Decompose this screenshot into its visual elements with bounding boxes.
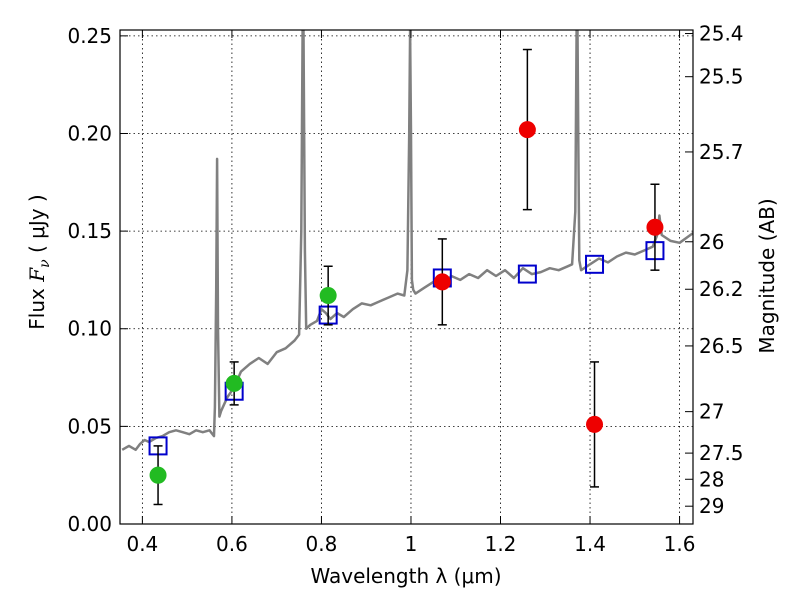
mag-tick-label: 25.4 <box>699 22 744 46</box>
y-axis-left-symbol: F <box>25 267 49 283</box>
x-tick-label: 0.4 <box>126 532 158 556</box>
x-tick-label: 1.2 <box>485 532 517 556</box>
y-axis-right-title: Magnitude (AB) <box>755 198 779 353</box>
x-tick-label: 0.8 <box>306 532 338 556</box>
mag-tick-label: 28 <box>699 467 724 491</box>
y-axis-left-title: Flux Fν ( μJy ) <box>25 194 53 329</box>
x-axis-title: Wavelength λ (μm) <box>310 564 501 588</box>
plot-area <box>121 30 693 506</box>
y-tick-label: 0.25 <box>67 24 112 48</box>
x-tick-label: 1.6 <box>664 532 696 556</box>
data-point <box>646 218 664 236</box>
mag-tick-label: 27.5 <box>699 441 744 465</box>
y-tick-label: 0.20 <box>67 121 112 145</box>
x-tick-label: 1.4 <box>574 532 606 556</box>
plot-frame <box>119 29 694 525</box>
data-point <box>518 121 536 139</box>
y-tick-label: 0.10 <box>67 317 112 341</box>
mag-tick-label: 27 <box>699 400 724 424</box>
mag-tick-label: 26.5 <box>699 334 744 358</box>
data-point <box>149 466 167 484</box>
model-spectrum-line <box>121 30 693 452</box>
axis-ticks: 0.4 0.6 0.8 1 1.2 1.4 1.6 0.00 0.05 0.10 0.15 0.20 0… <box>67 22 743 556</box>
data-point <box>433 273 451 291</box>
mag-tick-label: 26.2 <box>699 277 744 301</box>
model-photometry-square <box>517 264 537 284</box>
y-tick-label: 0.00 <box>67 512 112 536</box>
mag-tick-label: 26 <box>699 230 724 254</box>
mag-tick-label: 25.5 <box>699 65 744 89</box>
x-tick-label: 1 <box>405 532 418 556</box>
y-tick-label: 0.15 <box>67 219 112 243</box>
data-point <box>225 374 243 392</box>
y-tick-label: 0.05 <box>67 414 112 438</box>
y-axis-left-suffix: ( μJy ) <box>25 194 49 259</box>
data-point <box>319 287 337 305</box>
model-photometry-square <box>585 254 605 274</box>
y-axis-left-prefix: Flux <box>25 282 49 330</box>
y-axis-left-subscript: ν <box>37 259 53 268</box>
mag-tick-label: 29 <box>699 494 724 518</box>
mag-tick-label: 25.7 <box>699 140 744 164</box>
x-tick-label: 0.6 <box>216 532 248 556</box>
data-point <box>586 415 604 433</box>
